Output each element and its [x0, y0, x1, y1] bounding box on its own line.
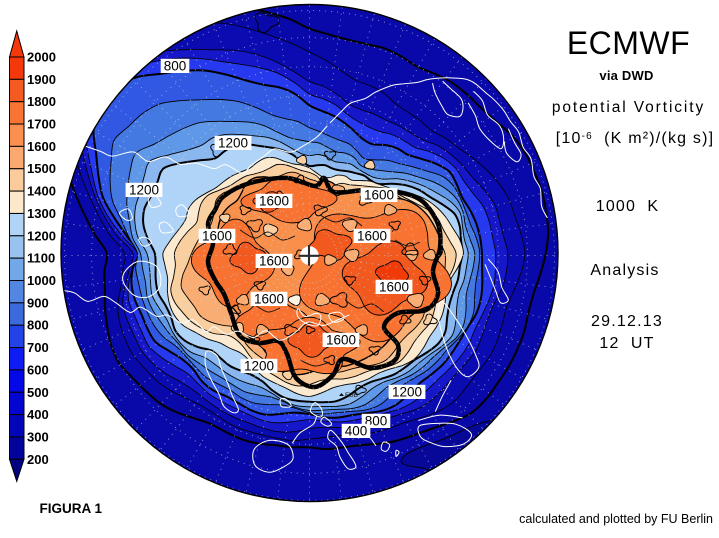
- svg-text:1200: 1200: [392, 385, 422, 400]
- svg-text:1300: 1300: [27, 206, 56, 221]
- svg-text:1600: 1600: [254, 292, 284, 307]
- svg-text:1400: 1400: [27, 184, 56, 199]
- svg-text:1200: 1200: [27, 228, 56, 243]
- svg-text:1600: 1600: [259, 194, 289, 209]
- svg-text:800: 800: [27, 318, 49, 333]
- svg-text:300: 300: [27, 430, 49, 445]
- svg-text:1600: 1600: [364, 188, 394, 203]
- svg-text:1200: 1200: [129, 183, 159, 198]
- svg-text:600: 600: [27, 362, 49, 377]
- svg-text:FUB: FUB: [345, 392, 358, 399]
- svg-text:800: 800: [164, 59, 187, 74]
- svg-text:1600: 1600: [379, 280, 409, 295]
- svg-text:400: 400: [27, 407, 49, 422]
- svg-text:1600: 1600: [27, 139, 56, 154]
- svg-text:700: 700: [27, 340, 49, 355]
- svg-text:1900: 1900: [27, 72, 56, 87]
- svg-text:2000: 2000: [27, 50, 56, 65]
- svg-text:1200: 1200: [218, 136, 248, 151]
- svg-text:1600: 1600: [357, 229, 387, 244]
- svg-text:1200: 1200: [244, 359, 274, 374]
- svg-text:1100: 1100: [27, 251, 55, 266]
- svg-text:200: 200: [27, 452, 49, 467]
- svg-text:1600: 1600: [202, 229, 232, 244]
- svg-text:1500: 1500: [27, 161, 56, 176]
- svg-text:800: 800: [365, 414, 388, 429]
- svg-text:500: 500: [27, 385, 49, 400]
- svg-text:1700: 1700: [27, 117, 56, 132]
- svg-text:900: 900: [27, 295, 49, 310]
- svg-text:400: 400: [345, 424, 368, 439]
- svg-text:1600: 1600: [326, 333, 356, 348]
- svg-text:1800: 1800: [27, 94, 56, 109]
- svg-text:1000: 1000: [27, 273, 56, 288]
- svg-text:ˀ: ˀ: [391, 226, 394, 236]
- svg-text:1600: 1600: [259, 254, 289, 269]
